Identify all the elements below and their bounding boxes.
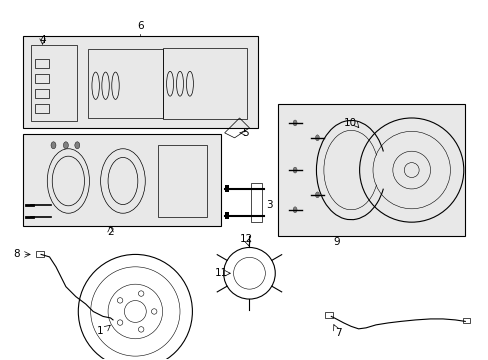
Ellipse shape	[315, 192, 319, 198]
Bar	[22, 134, 221, 226]
Text: 4: 4	[39, 35, 46, 45]
Ellipse shape	[292, 207, 297, 213]
Ellipse shape	[292, 167, 297, 173]
Bar	[22, 36, 258, 128]
Text: 1: 1	[97, 326, 104, 336]
Bar	[163, 48, 246, 120]
Text: 6: 6	[137, 21, 143, 31]
Ellipse shape	[51, 142, 56, 149]
Bar	[224, 185, 228, 192]
Text: 11: 11	[214, 268, 227, 278]
Bar	[31, 45, 77, 121]
Bar	[88, 49, 163, 118]
Text: 5: 5	[242, 128, 248, 138]
Text: 8: 8	[13, 249, 20, 260]
Text: 12: 12	[239, 234, 252, 244]
Bar	[36, 251, 43, 257]
Text: 9: 9	[332, 237, 339, 247]
Bar	[157, 145, 207, 217]
Ellipse shape	[63, 142, 68, 149]
Bar	[250, 184, 262, 222]
Bar	[277, 104, 464, 235]
Bar	[224, 212, 228, 219]
Bar	[35, 104, 48, 113]
Ellipse shape	[315, 135, 319, 141]
Bar	[325, 312, 332, 318]
Text: 3: 3	[265, 200, 272, 210]
Ellipse shape	[75, 142, 80, 149]
Ellipse shape	[292, 120, 297, 126]
Bar	[35, 89, 48, 98]
Bar	[35, 74, 48, 83]
Text: 7: 7	[335, 328, 342, 338]
Text: 2: 2	[107, 227, 114, 237]
Bar	[35, 59, 48, 68]
Bar	[462, 318, 469, 323]
Text: 10: 10	[343, 118, 356, 128]
